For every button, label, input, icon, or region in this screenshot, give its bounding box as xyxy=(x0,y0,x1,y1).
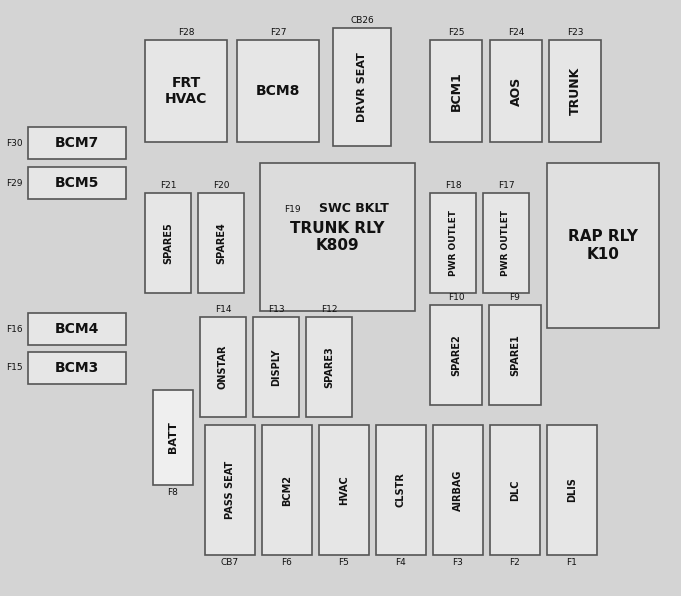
Bar xyxy=(200,317,246,417)
Text: F13: F13 xyxy=(268,305,284,314)
Text: F10: F10 xyxy=(447,293,464,302)
Text: F6: F6 xyxy=(281,558,292,567)
Text: BCM5: BCM5 xyxy=(54,176,99,190)
Text: SPARE5: SPARE5 xyxy=(163,222,173,264)
Text: PWR OUTLET: PWR OUTLET xyxy=(449,210,458,276)
Bar xyxy=(333,28,391,146)
Text: PWR OUTLET: PWR OUTLET xyxy=(501,210,511,276)
Bar xyxy=(376,425,426,555)
Bar xyxy=(145,193,191,293)
Bar xyxy=(306,317,352,417)
Bar xyxy=(490,425,540,555)
Bar xyxy=(205,425,255,555)
Text: F3: F3 xyxy=(453,558,464,567)
Text: F24: F24 xyxy=(508,28,524,37)
Text: BATT: BATT xyxy=(168,421,178,454)
Bar xyxy=(145,40,227,142)
Text: DLC: DLC xyxy=(510,479,520,501)
Text: F15: F15 xyxy=(6,364,23,372)
Bar xyxy=(28,352,126,384)
Bar xyxy=(489,305,541,405)
Bar xyxy=(153,390,193,485)
Text: AIRBAG: AIRBAG xyxy=(453,469,463,511)
Bar xyxy=(306,193,401,225)
Text: F28: F28 xyxy=(178,28,194,37)
Text: ONSTAR: ONSTAR xyxy=(218,344,228,389)
Bar xyxy=(490,40,542,142)
Text: CB26: CB26 xyxy=(350,16,374,25)
Text: BCM2: BCM2 xyxy=(282,474,292,505)
Text: F23: F23 xyxy=(567,28,583,37)
Text: BCM7: BCM7 xyxy=(55,136,99,150)
Bar xyxy=(430,40,482,142)
Bar xyxy=(237,40,319,142)
Text: AOS: AOS xyxy=(509,76,522,105)
Text: F14: F14 xyxy=(215,305,232,314)
Text: BCM1: BCM1 xyxy=(449,71,462,111)
Bar xyxy=(483,193,529,293)
Text: F1: F1 xyxy=(567,558,577,567)
Bar xyxy=(262,425,312,555)
Text: F19: F19 xyxy=(285,204,301,213)
Text: F21: F21 xyxy=(160,181,176,190)
Text: F2: F2 xyxy=(509,558,520,567)
Bar xyxy=(28,167,126,199)
Text: PASS SEAT: PASS SEAT xyxy=(225,461,235,519)
Text: SPARE2: SPARE2 xyxy=(451,334,461,376)
Bar xyxy=(430,193,476,293)
Text: TRUNK RLY
K809: TRUNK RLY K809 xyxy=(290,221,385,253)
Text: F29: F29 xyxy=(7,178,23,188)
Text: DRVR SEAT: DRVR SEAT xyxy=(357,52,367,122)
Text: CB7: CB7 xyxy=(221,558,239,567)
Text: F5: F5 xyxy=(338,558,349,567)
Bar xyxy=(547,163,659,328)
Text: HVAC: HVAC xyxy=(339,475,349,505)
Text: F16: F16 xyxy=(6,324,23,334)
Bar xyxy=(549,40,601,142)
Text: SPARE1: SPARE1 xyxy=(510,334,520,376)
Text: F20: F20 xyxy=(212,181,229,190)
Text: FRT
HVAC: FRT HVAC xyxy=(165,76,207,106)
Text: F27: F27 xyxy=(270,28,286,37)
Text: BCM8: BCM8 xyxy=(256,84,300,98)
Bar xyxy=(198,193,244,293)
Text: DISPLY: DISPLY xyxy=(271,348,281,386)
Text: F9: F9 xyxy=(509,293,520,302)
Text: F30: F30 xyxy=(6,138,23,147)
Text: F12: F12 xyxy=(321,305,337,314)
Bar xyxy=(28,313,126,345)
Text: TRUNK: TRUNK xyxy=(569,67,582,115)
Text: CLSTR: CLSTR xyxy=(396,473,406,507)
Bar xyxy=(319,425,369,555)
Text: RAP RLY
K10: RAP RLY K10 xyxy=(568,229,638,262)
Text: BCM3: BCM3 xyxy=(55,361,99,375)
Bar xyxy=(260,163,415,311)
Bar xyxy=(430,305,482,405)
Bar xyxy=(433,425,483,555)
Text: F17: F17 xyxy=(498,181,514,190)
Text: SPARE4: SPARE4 xyxy=(216,222,226,264)
Bar xyxy=(253,317,299,417)
Text: DLIS: DLIS xyxy=(567,477,577,502)
Text: F18: F18 xyxy=(445,181,461,190)
Text: SWC BKLT: SWC BKLT xyxy=(319,203,388,216)
Text: F8: F8 xyxy=(168,488,178,497)
Text: F4: F4 xyxy=(396,558,407,567)
Bar xyxy=(28,127,126,159)
Bar xyxy=(547,425,597,555)
Text: F25: F25 xyxy=(447,28,464,37)
Text: SPARE3: SPARE3 xyxy=(324,346,334,388)
Text: BCM4: BCM4 xyxy=(54,322,99,336)
